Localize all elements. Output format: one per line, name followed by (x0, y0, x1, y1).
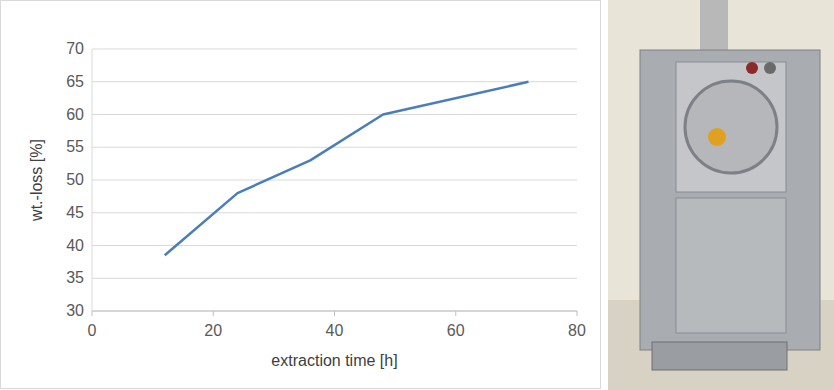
chart-frame (1, 1, 601, 389)
y-tick-label: 50 (66, 171, 84, 188)
grid-line (92, 147, 577, 148)
photo-door (676, 62, 786, 192)
x-tick (577, 311, 578, 316)
x-tick-label: 40 (326, 322, 344, 339)
data-line (165, 82, 529, 256)
photo-panel (676, 198, 786, 333)
x-tick-label: 20 (204, 322, 222, 339)
photo-button (746, 62, 758, 74)
photo-knob (708, 128, 726, 146)
photo (608, 0, 834, 390)
photo-duct (700, 0, 728, 55)
x-axis-title: extraction time [h] (271, 352, 397, 369)
y-tick-label: 40 (66, 237, 84, 254)
photo-lid (685, 81, 777, 173)
x-tick (455, 311, 456, 316)
plot-area (165, 82, 529, 256)
y-tick-label: 60 (66, 106, 84, 123)
y-tick-label: 70 (66, 40, 84, 57)
y-axis-line (92, 49, 93, 311)
grid-line (92, 114, 577, 115)
photo-machine (640, 50, 820, 350)
grid-line (92, 212, 577, 213)
x-tick-label: 60 (447, 322, 465, 339)
y-tick-label: 55 (66, 138, 84, 155)
photo-wall (608, 0, 834, 390)
x-tick (213, 311, 214, 316)
photo-grate (652, 342, 787, 370)
x-tick (334, 311, 335, 316)
grid-line (92, 278, 577, 279)
grid-line (92, 49, 577, 50)
y-tick-label: 35 (66, 269, 84, 286)
grid-line (92, 81, 577, 82)
x-tick-label: 0 (88, 322, 97, 339)
y-tick-label: 30 (66, 302, 84, 319)
y-tick-label: 65 (66, 73, 84, 90)
x-tick (92, 311, 93, 316)
grid-line (92, 245, 577, 246)
grid-line (92, 180, 577, 181)
photo-button (764, 62, 776, 74)
y-axis-title: wt.-loss [%] (28, 139, 45, 222)
x-tick-label: 80 (568, 322, 586, 339)
page: 30 35 40 45 50 55 60 65 70 0 20 40 60 80 extraction ti… (0, 0, 834, 390)
y-tick-label: 45 (66, 204, 84, 221)
